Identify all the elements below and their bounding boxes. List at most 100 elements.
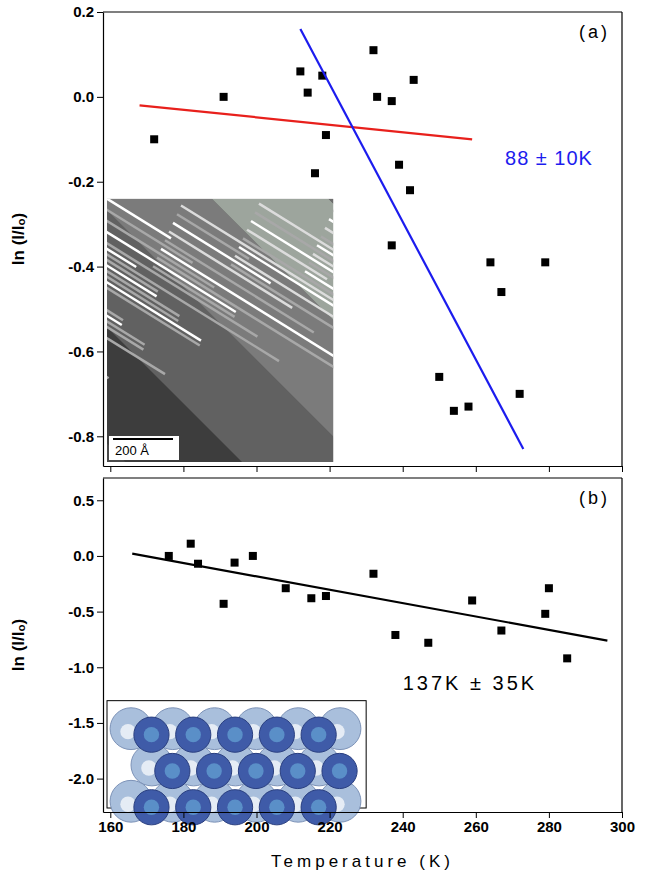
inset-stripe bbox=[107, 199, 171, 239]
plot-frame-right bbox=[621, 478, 622, 812]
y-tick-label: -0.4 bbox=[68, 258, 95, 275]
x-tick bbox=[622, 466, 623, 472]
x-tick-label: 240 bbox=[391, 818, 416, 835]
lattice-atom-upper bbox=[134, 790, 169, 825]
x-tick: 300 bbox=[610, 812, 635, 835]
data-point bbox=[486, 258, 494, 266]
y-tick: -2.0 bbox=[68, 770, 103, 787]
y-tick-mark bbox=[97, 12, 103, 13]
x-tick-label: 260 bbox=[464, 818, 489, 835]
y-axis: -2.0 -1.5 -1.0 -0.5 0.0 0.5 bbox=[68, 479, 103, 813]
plot-background bbox=[103, 478, 622, 812]
plot-area bbox=[140, 29, 550, 449]
y-tick: -1.5 bbox=[68, 714, 103, 731]
data-point bbox=[391, 631, 399, 639]
x-axis bbox=[104, 466, 623, 472]
y-tick: 0.0 bbox=[73, 88, 103, 105]
x-axis-title: Temperature (K) bbox=[271, 852, 454, 871]
x-axis: 160180200220240260280300 bbox=[98, 812, 635, 835]
x-tick: 240 bbox=[391, 812, 416, 835]
y-axis-title: ln (I/Iₒ) bbox=[9, 619, 28, 671]
x-tick-mark bbox=[183, 466, 184, 472]
lattice-atom-core bbox=[120, 724, 135, 739]
inset-content bbox=[107, 199, 333, 462]
x-axis-line bbox=[104, 466, 623, 467]
x-tick-mark bbox=[476, 466, 477, 472]
data-point bbox=[516, 390, 524, 398]
x-axis-line bbox=[104, 812, 623, 813]
data-point bbox=[541, 258, 549, 266]
inset-stripe bbox=[305, 271, 333, 373]
x-tick-label: 160 bbox=[98, 818, 123, 835]
x-tick-label: 200 bbox=[244, 818, 269, 835]
y-tick-label: -1.5 bbox=[68, 714, 94, 731]
lattice-atom-upper bbox=[134, 717, 169, 752]
x-tick-mark bbox=[110, 466, 111, 472]
y-tick-mark bbox=[97, 267, 103, 268]
data-point bbox=[373, 93, 381, 101]
plot-frame-top bbox=[103, 11, 622, 12]
inset-stripe bbox=[107, 209, 158, 291]
panel-label: (b) bbox=[579, 488, 610, 508]
y-tick-mark bbox=[97, 436, 103, 437]
lattice-atom-upper bbox=[217, 717, 252, 752]
y-tick: -0.5 bbox=[68, 603, 103, 620]
data-point bbox=[497, 627, 505, 635]
inset-stripe bbox=[157, 258, 333, 382]
y-tick-label: -1.0 bbox=[68, 659, 94, 676]
data-point bbox=[388, 241, 396, 249]
data-point bbox=[410, 76, 418, 84]
lattice-atom-upper bbox=[238, 753, 273, 788]
data-point bbox=[563, 654, 571, 662]
data-point bbox=[541, 610, 549, 618]
data-point bbox=[282, 584, 290, 592]
y-tick-mark bbox=[97, 723, 103, 724]
x-tick-label: 180 bbox=[171, 818, 196, 835]
y-tick-mark bbox=[97, 612, 103, 613]
x-tick: 160 bbox=[98, 812, 123, 835]
y-tick-mark bbox=[97, 182, 103, 183]
y-tick: 0.5 bbox=[73, 492, 103, 509]
y-tick-mark bbox=[97, 351, 103, 352]
y-tick: 0.0 bbox=[73, 547, 103, 564]
inset-terrace bbox=[328, 199, 333, 462]
y-axis-line bbox=[103, 479, 104, 813]
data-point bbox=[304, 89, 312, 97]
x-tick bbox=[476, 466, 477, 472]
lattice-atom-upper-core bbox=[311, 727, 326, 742]
plot-frame-right bbox=[621, 12, 622, 466]
inset-stripe bbox=[161, 249, 333, 357]
inset-stripe bbox=[313, 254, 333, 324]
lattice-atom-upper-core bbox=[144, 727, 159, 742]
fit-line bbox=[140, 105, 473, 139]
data-point bbox=[388, 97, 396, 105]
scatter-series bbox=[165, 540, 571, 663]
x-tick bbox=[257, 466, 258, 472]
x-tick bbox=[403, 466, 404, 472]
data-point bbox=[406, 186, 414, 194]
y-tick: -0.4 bbox=[68, 258, 103, 275]
data-point bbox=[307, 594, 315, 602]
y-tick: -0.6 bbox=[68, 343, 103, 360]
data-point bbox=[249, 552, 257, 560]
x-tick: 280 bbox=[537, 812, 562, 835]
x-tick: 200 bbox=[244, 812, 269, 835]
y-tick-label: -0.5 bbox=[68, 603, 94, 620]
lattice-atom-upper-core bbox=[165, 763, 180, 778]
x-tick-mark bbox=[622, 466, 623, 472]
y-tick-mark bbox=[97, 97, 103, 98]
data-point bbox=[369, 46, 377, 54]
y-tick-mark bbox=[97, 667, 103, 668]
data-point bbox=[231, 559, 239, 567]
panel-label: (a) bbox=[579, 22, 610, 42]
annotation: 88 ± 10K bbox=[505, 147, 593, 169]
data-point bbox=[322, 592, 330, 600]
lattice-atom-upper bbox=[280, 753, 315, 788]
x-tick bbox=[110, 466, 111, 472]
lattice-atom-upper bbox=[155, 753, 190, 788]
data-point bbox=[296, 67, 304, 75]
data-point bbox=[311, 169, 319, 177]
y-tick-mark bbox=[97, 779, 103, 780]
x-tick-mark bbox=[330, 466, 331, 472]
data-point bbox=[545, 584, 553, 592]
